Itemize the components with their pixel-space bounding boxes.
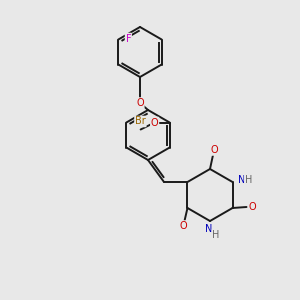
- Text: H: H: [245, 175, 252, 185]
- Text: N: N: [205, 224, 213, 234]
- Text: H: H: [212, 230, 220, 240]
- Text: O: O: [249, 202, 256, 212]
- Text: O: O: [151, 118, 158, 128]
- Text: Br: Br: [135, 116, 146, 127]
- Text: O: O: [180, 221, 187, 231]
- Text: O: O: [136, 98, 144, 108]
- Text: N: N: [238, 175, 245, 185]
- Text: F: F: [125, 34, 131, 44]
- Text: O: O: [210, 145, 218, 155]
